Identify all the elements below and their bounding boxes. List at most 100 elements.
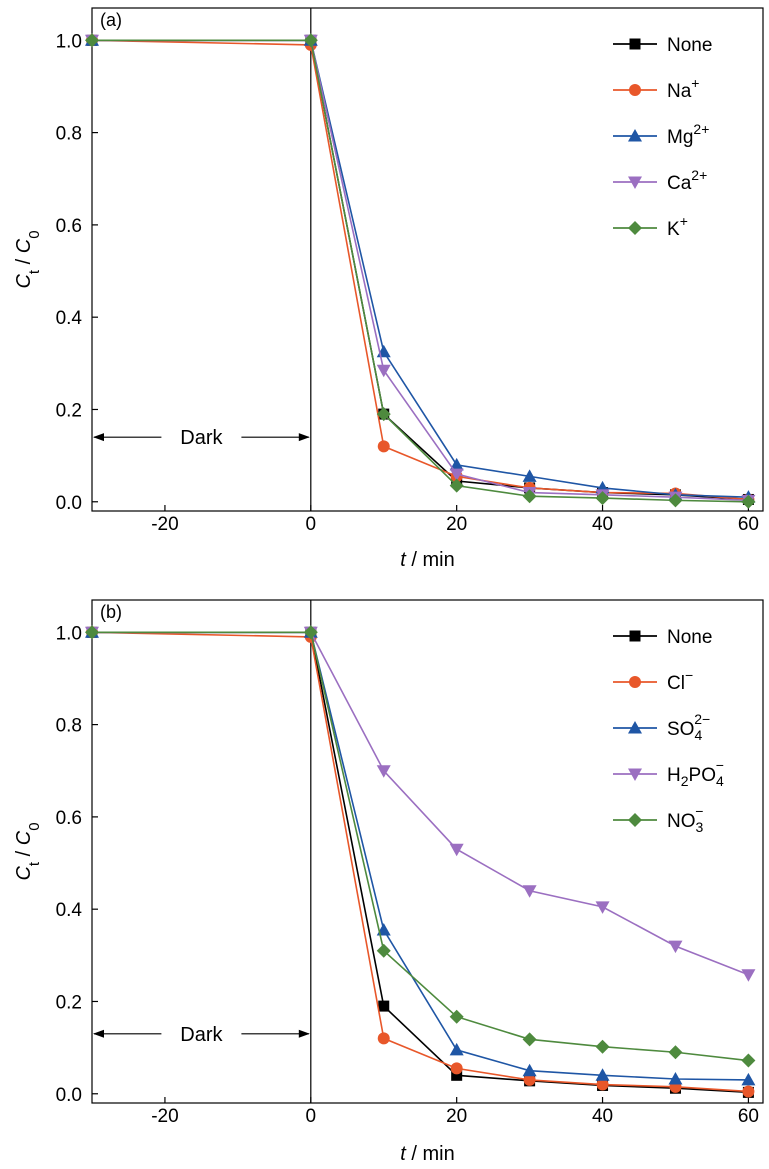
- legend-item: Cl−: [613, 667, 693, 694]
- series-3: [85, 626, 756, 982]
- data-point: [522, 1032, 537, 1047]
- data-point: [303, 33, 318, 48]
- plot-frame: [91, 599, 764, 1104]
- data-point: [449, 457, 464, 471]
- dark-arrowhead-left: [93, 1029, 104, 1038]
- x-tick-label: 20: [446, 1106, 467, 1127]
- x-tick-label: 60: [738, 514, 759, 535]
- data-point: [450, 1062, 463, 1075]
- data-point: [595, 1039, 610, 1054]
- legend-label: Ca2+: [667, 167, 707, 194]
- panel-label: (a): [100, 10, 122, 30]
- data-point: [742, 1085, 755, 1098]
- data-point: [85, 625, 99, 640]
- legend-label: NO3−: [667, 803, 704, 835]
- legend-item: H2PO4−: [613, 757, 724, 789]
- x-tick-label: 40: [592, 514, 613, 535]
- data-point: [741, 494, 756, 509]
- legend-label: Na+: [667, 75, 699, 102]
- x-tick-label: -20: [151, 514, 178, 535]
- legend-marker: [628, 721, 642, 734]
- data-point: [376, 765, 391, 778]
- data-point: [522, 885, 537, 898]
- data-point: [522, 1063, 537, 1077]
- data-point: [595, 901, 610, 914]
- data-point: [449, 468, 464, 482]
- dark-annotation-label: Dark: [180, 1024, 223, 1046]
- legend-marker: [628, 813, 642, 827]
- panel-a: 0.0 0.2 0.4 0.6 0.8 1.0 -20 0 20 40 60 t / min Ct / …: [13, 7, 764, 571]
- series-line: [92, 631, 749, 1094]
- plot-frame: [91, 7, 764, 512]
- legend-item: Mg2+: [613, 121, 709, 148]
- legend-marker: [629, 676, 641, 688]
- series-2: [85, 625, 756, 1086]
- panel-b: 0.0 0.2 0.4 0.6 0.8 1.0 -20 0 20 40 60 t / min Ct / …: [13, 599, 764, 1165]
- legend-item: Ca2+: [613, 167, 707, 194]
- data-point: [376, 943, 391, 958]
- data-point: [595, 491, 610, 506]
- y-tick-label: 1.0: [56, 31, 82, 52]
- legend-label: H2PO4−: [667, 757, 724, 789]
- x-tick-label: -20: [151, 1106, 178, 1127]
- legend-item: Na+: [613, 75, 699, 102]
- x-tick-label: 20: [446, 514, 467, 535]
- y-tick-label: 0.4: [56, 900, 83, 921]
- legend-marker: [628, 221, 642, 235]
- data-point: [523, 1073, 536, 1086]
- x-tick-label: 60: [738, 1106, 759, 1127]
- legend-item: None: [613, 35, 712, 56]
- legend-marker: [629, 630, 641, 642]
- data-point: [741, 1053, 756, 1068]
- data-point: [85, 33, 99, 48]
- x-tick-label: 40: [592, 1106, 613, 1127]
- y-tick-label: 0.8: [56, 716, 82, 737]
- x-axis-title: t / min: [400, 549, 454, 571]
- legend-item: NO3−: [613, 803, 704, 835]
- data-point: [596, 1078, 609, 1091]
- data-point: [377, 440, 390, 453]
- series-line: [92, 631, 749, 1081]
- legend-item: None: [613, 627, 712, 648]
- y-tick-label: 1.0: [56, 623, 82, 644]
- y-tick-label: 0.2: [56, 400, 82, 421]
- y-tick-label: 0.0: [56, 493, 82, 514]
- panel-label: (b): [100, 602, 122, 622]
- series-line: [92, 39, 749, 503]
- series-line: [92, 631, 749, 976]
- series-line: [92, 631, 749, 1062]
- legend-marker: [628, 768, 642, 781]
- legend-label: Cl−: [667, 667, 693, 694]
- data-point: [449, 1009, 464, 1024]
- data-point: [449, 843, 464, 857]
- data-point: [668, 493, 683, 508]
- data-point: [522, 469, 537, 482]
- data-point: [451, 1069, 463, 1081]
- legend-marker: [628, 129, 642, 142]
- legend-label: None: [667, 35, 712, 56]
- legend-marker: [628, 176, 642, 189]
- y-tick-label: 0.4: [56, 308, 83, 329]
- series-line: [91, 631, 749, 1093]
- x-axis-title: t / min: [400, 1143, 454, 1165]
- series-4: [85, 33, 756, 509]
- data-point: [376, 364, 391, 378]
- x-tick-label: 0: [306, 514, 317, 535]
- y-axis-title: Ct / C0: [13, 822, 43, 880]
- legend-label: SO42−: [667, 711, 710, 743]
- data-point: [377, 1032, 390, 1045]
- data-point: [668, 1072, 683, 1085]
- dark-arrowhead-right: [298, 433, 310, 442]
- series-line: [92, 39, 749, 502]
- data-point: [741, 969, 756, 982]
- y-tick-label: 0.6: [56, 216, 82, 237]
- y-tick-label: 0.2: [56, 992, 82, 1013]
- data-point: [376, 407, 391, 422]
- legend-label: K+: [667, 213, 688, 240]
- legend-marker: [629, 84, 641, 96]
- data-point: [522, 489, 537, 504]
- data-point: [595, 1068, 610, 1081]
- data-point: [668, 1045, 683, 1060]
- y-tick-label: 0.6: [56, 808, 82, 829]
